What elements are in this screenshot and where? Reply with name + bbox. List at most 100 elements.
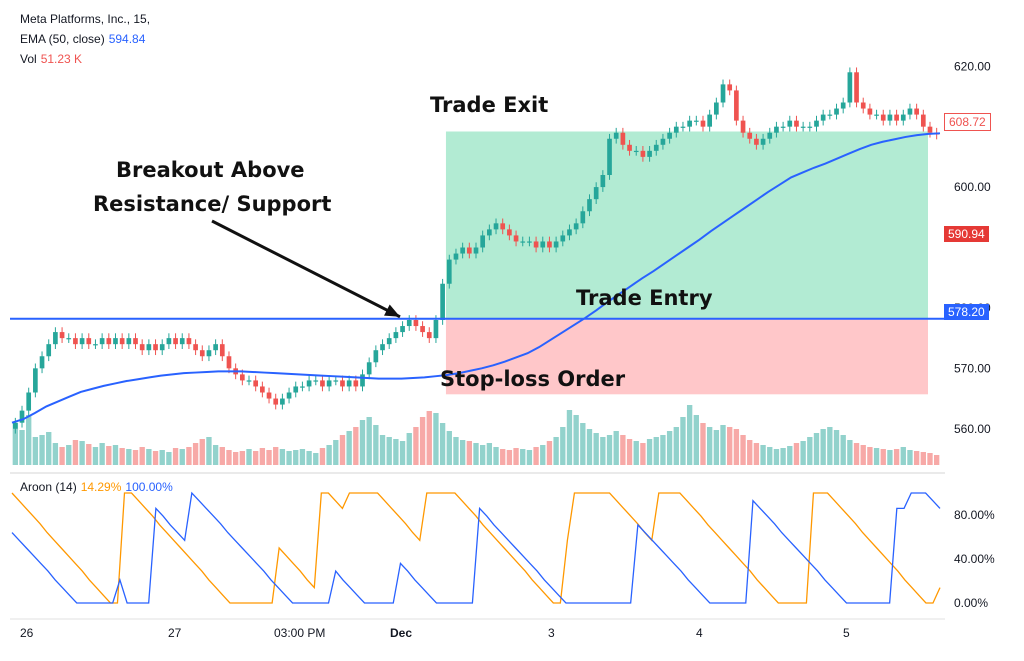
volume-bar xyxy=(226,450,232,465)
legend-ema: EMA (50, close) 594.84 xyxy=(20,32,146,46)
volume-bar xyxy=(713,430,720,465)
volume-bar xyxy=(553,437,559,465)
candle-body xyxy=(300,386,305,388)
time-tick-label: 5 xyxy=(843,626,850,640)
candle-body xyxy=(226,356,232,369)
volume-bar xyxy=(192,443,199,465)
volume-bar xyxy=(139,447,145,465)
volume-bar xyxy=(333,440,339,465)
candle-body xyxy=(920,114,926,127)
last-price-tag: 608.72 xyxy=(944,113,991,131)
volume-bar xyxy=(546,441,553,465)
candle-body xyxy=(373,350,379,363)
aroon-tick-label: 40.00% xyxy=(954,552,995,566)
volume-bar xyxy=(533,447,539,465)
candle-body xyxy=(673,126,679,133)
volume-bar xyxy=(653,437,659,465)
volume-bars xyxy=(12,405,940,465)
volume-bar xyxy=(920,452,926,465)
volume-bar xyxy=(913,451,920,465)
volume-bar xyxy=(867,447,873,465)
candle-body xyxy=(360,374,365,387)
price-tick-label: 560.00 xyxy=(954,422,991,436)
volume-bar xyxy=(299,449,306,465)
candle-body xyxy=(280,398,285,405)
candle-body xyxy=(874,114,879,116)
candle-body xyxy=(286,392,292,399)
volume-bar xyxy=(359,420,366,465)
time-tick-label: 03:00 PM xyxy=(274,626,325,640)
target-price-tag: 590.94 xyxy=(944,226,989,242)
candle-body xyxy=(13,422,18,429)
volume-bar xyxy=(706,427,713,465)
candle-body xyxy=(573,223,579,230)
candle-body xyxy=(707,114,713,127)
volume-bar xyxy=(540,445,546,465)
volume-bar xyxy=(733,429,740,465)
volume-bar xyxy=(453,437,459,465)
volume-bar xyxy=(439,423,446,465)
volume-bar xyxy=(500,449,506,465)
volume-bar xyxy=(666,431,673,465)
breakout-arrow xyxy=(211,219,401,319)
volume-bar xyxy=(613,431,619,465)
candle-body xyxy=(587,199,592,212)
volume-bar xyxy=(46,432,52,465)
volume-bar xyxy=(393,439,399,465)
aroon-up-line xyxy=(11,492,941,604)
candle-body xyxy=(540,241,546,248)
candle-body xyxy=(213,344,218,351)
loss-zone xyxy=(445,318,928,395)
volume-bar xyxy=(586,429,593,465)
volume-bar xyxy=(560,427,566,465)
candle-body xyxy=(426,332,432,339)
time-tick-label: 4 xyxy=(696,626,703,640)
candle-body xyxy=(306,380,312,387)
candle-body xyxy=(19,410,25,423)
candle-body xyxy=(406,320,412,327)
volume-bar xyxy=(132,450,139,465)
volume-bar xyxy=(740,435,746,465)
volume-bar xyxy=(720,425,726,465)
candle-body xyxy=(219,344,225,357)
candle-body xyxy=(440,283,445,320)
candle-body xyxy=(453,253,459,260)
candle-body xyxy=(413,320,419,327)
candle-body xyxy=(560,235,566,242)
candle-body xyxy=(747,132,753,139)
volume-bar xyxy=(246,449,252,465)
candle-body xyxy=(239,374,245,381)
candle-body xyxy=(800,126,806,128)
candle-body xyxy=(647,150,652,157)
candle-body xyxy=(500,223,506,230)
volume-bar xyxy=(199,439,205,465)
volume-bar xyxy=(466,441,472,465)
volume-bar xyxy=(827,427,833,465)
candle-body xyxy=(807,126,813,128)
candle-body xyxy=(386,338,392,345)
volume-bar xyxy=(646,439,653,465)
volume-bar xyxy=(606,435,613,465)
candle-body xyxy=(600,175,606,188)
volume-bar xyxy=(573,415,579,465)
candle-body xyxy=(507,229,512,236)
trade-exit-label: Trade Exit xyxy=(430,93,549,117)
candle-body xyxy=(326,380,332,387)
candle-body xyxy=(714,102,719,115)
candle-body xyxy=(547,241,552,248)
volume-bar xyxy=(686,405,693,465)
candle-body xyxy=(527,241,532,243)
candle-body xyxy=(640,150,646,157)
candle-body xyxy=(900,114,906,121)
volume-bar xyxy=(346,431,352,465)
volume-bar xyxy=(152,451,159,465)
candle-body xyxy=(53,332,58,345)
volume-bar xyxy=(887,450,893,465)
candle-body xyxy=(473,247,479,254)
volume-bar xyxy=(206,437,212,465)
time-tick-label: Dec xyxy=(390,626,412,640)
candle-body xyxy=(734,90,739,121)
volume-bar xyxy=(780,448,786,465)
candle-body xyxy=(346,380,352,387)
breakout-label-line2: Resistance/ Support xyxy=(93,192,332,216)
